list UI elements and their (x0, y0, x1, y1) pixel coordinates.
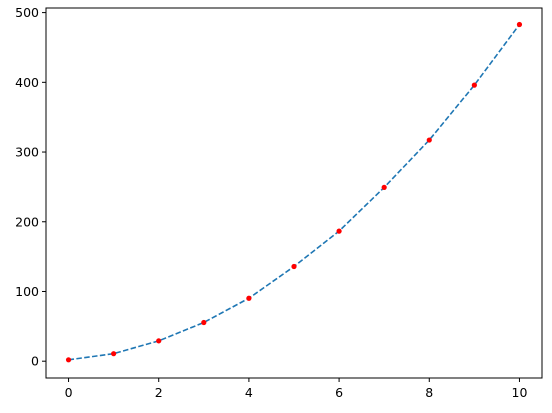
data-point (426, 137, 432, 143)
x-tick-label: 6 (335, 385, 343, 400)
data-point (65, 357, 72, 363)
data-point (336, 228, 342, 234)
data-point (471, 82, 477, 88)
data-point (291, 263, 297, 270)
y-tick-label: 0 (31, 354, 39, 369)
x-tick-label: 4 (245, 385, 253, 400)
data-point (156, 338, 162, 344)
x-tick-label: 0 (65, 385, 73, 400)
data-point (111, 351, 117, 357)
y-tick-label: 100 (15, 284, 39, 299)
x-tick-label: 8 (425, 385, 433, 400)
x-tick-label: 10 (512, 385, 528, 400)
y-tick-label: 400 (15, 75, 39, 90)
data-point (246, 295, 252, 301)
axes-frame (45, 7, 543, 379)
y-axis-ticks: 0 100 200 300 400 500 (15, 5, 46, 369)
y-tick-label: 300 (15, 145, 39, 160)
plot-area (65, 21, 523, 363)
series-line (68, 24, 521, 361)
y-tick-label: 500 (15, 5, 39, 20)
data-point (516, 21, 523, 28)
x-axis-ticks: 0 2 4 6 8 10 (65, 378, 528, 400)
x-tick-label: 2 (155, 385, 163, 400)
data-point (381, 184, 387, 190)
data-point (201, 319, 207, 326)
y-tick-label: 200 (15, 214, 39, 229)
